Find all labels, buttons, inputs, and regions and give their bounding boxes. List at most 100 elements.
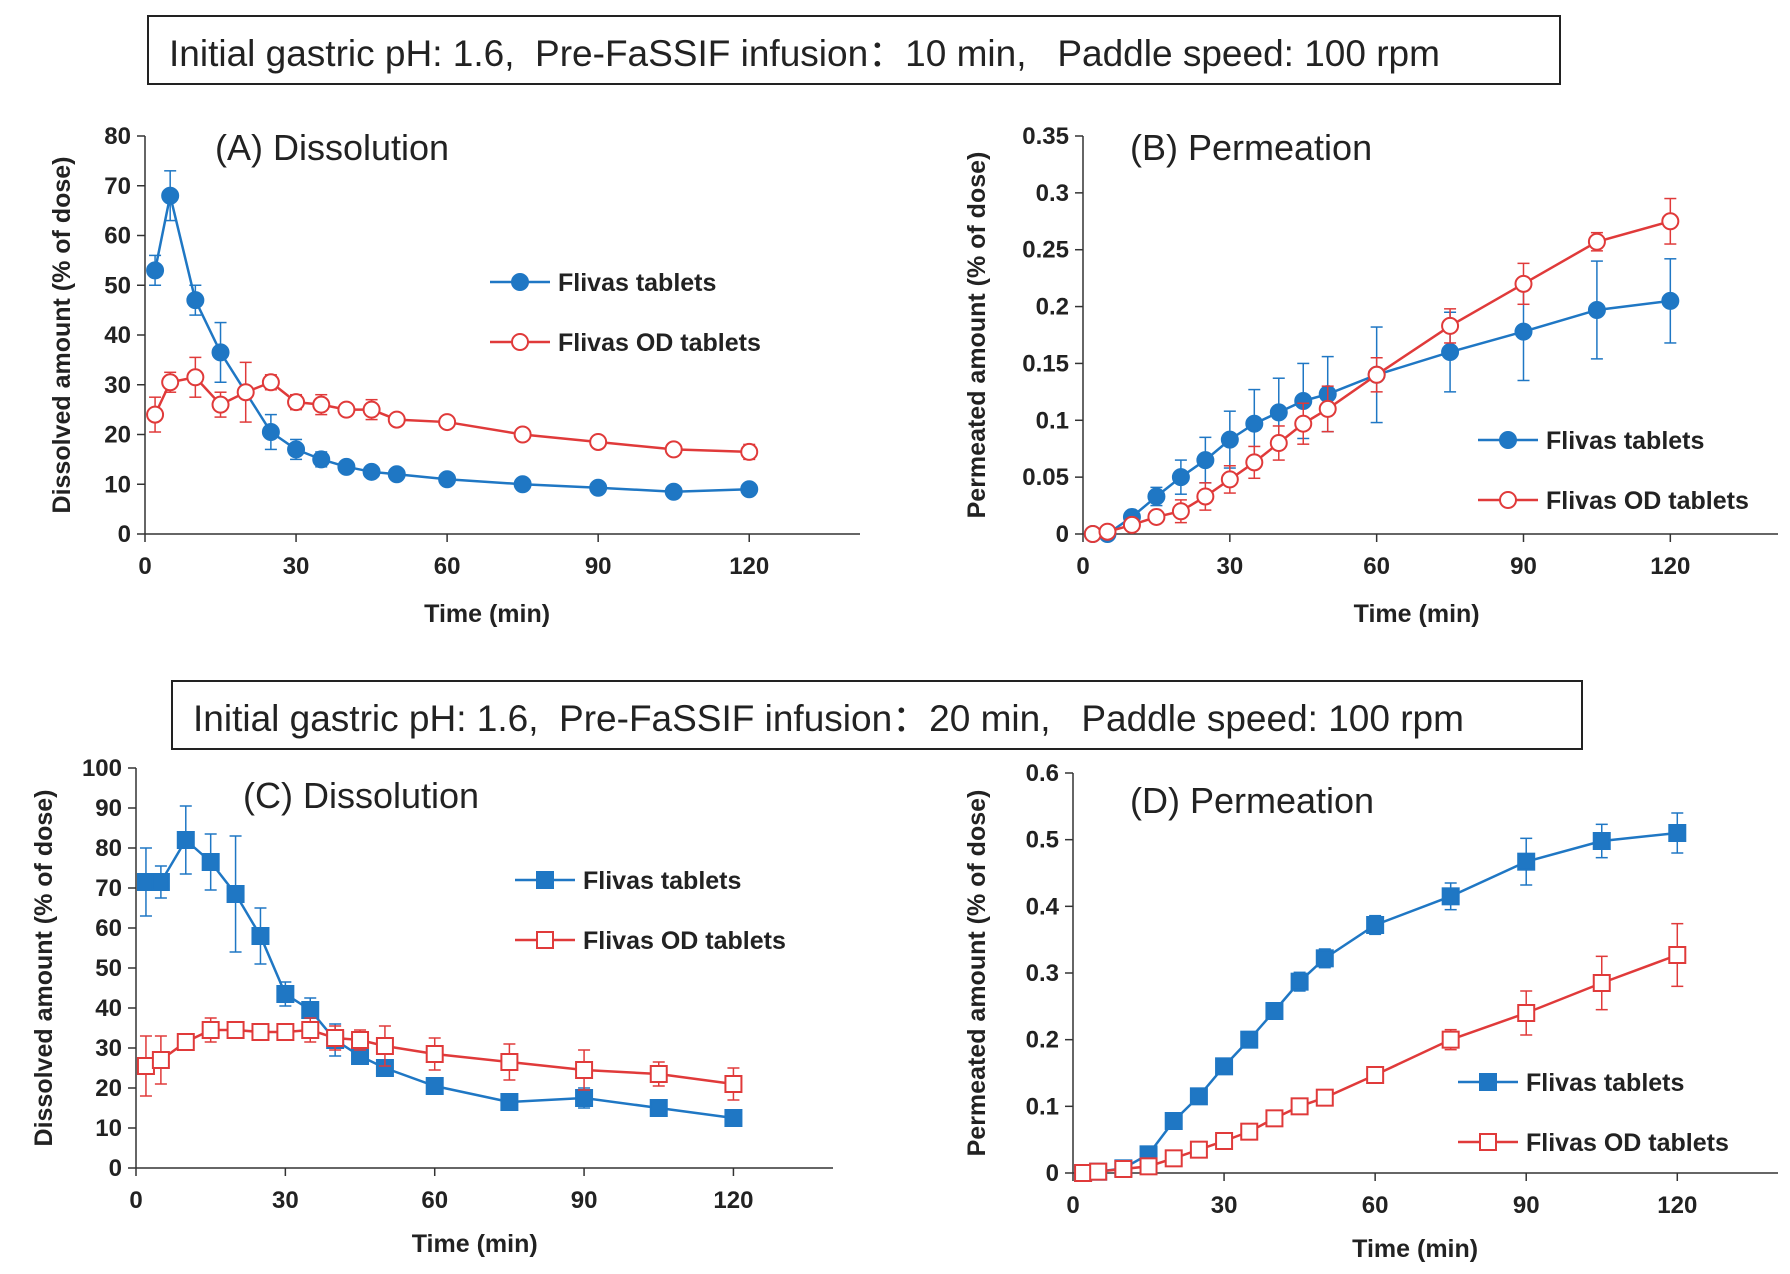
data-point [1147,507,1166,526]
y-tick-label: 0.6 [1026,760,1059,787]
data-point [1240,1030,1259,1049]
data-point [575,1089,594,1107]
data-point [740,442,759,461]
x-tick-label: 60 [1362,1192,1389,1219]
y-tick-label: 80 [104,123,131,150]
data-point [1164,1149,1183,1168]
legend-label: Flivas tablets [583,867,741,895]
panel-title: (A) Dissolution [215,127,449,168]
data-point [351,1031,370,1049]
x-tick-label: 0 [1066,1192,1079,1219]
legend-marker [1499,431,1517,449]
series-line [1092,299,1671,536]
data-point [136,873,155,891]
y-tick-label: 0.2 [1026,1027,1059,1054]
y-tick-label: 50 [95,955,122,982]
panel-title: (C) Dissolution [243,775,479,816]
data-point [1592,832,1611,850]
x-axis-label: Time (min) [1352,1235,1478,1263]
data-point [513,425,532,444]
y-tick-label: 100 [82,755,122,782]
series-flivas-tablets [1083,258,1680,543]
series-line [145,838,734,1120]
y-tick-label: 0.05 [1022,464,1069,491]
legend-marker [1479,1073,1497,1091]
data-point [186,368,205,387]
data-point [1294,414,1313,433]
data-point [211,395,230,414]
y-tick-label: 40 [104,322,131,349]
data-point [1089,1162,1108,1181]
data-point [1315,1088,1334,1107]
data-point [1441,1030,1460,1049]
x-tick-label: 60 [434,553,461,580]
y-tick-label: 0.35 [1022,123,1069,150]
data-point [664,482,683,501]
legend-marker [1499,491,1517,509]
data-point [1661,291,1680,310]
data-point [664,440,683,459]
data-point [287,440,306,459]
legend-label: Flivas tablets [1526,1069,1684,1097]
data-point [186,291,205,310]
x-axis-label: Time (min) [412,1230,538,1258]
condition-box-top: Initial gastric pH: 1.6, Pre-FaSSIF infu… [147,15,1561,85]
x-axis-label: Time (min) [1354,600,1480,628]
x-tick-label: 30 [1216,553,1243,580]
legend-label: Flivas OD tablets [583,927,786,955]
x-tick-label: 30 [272,1187,299,1214]
x-tick-label: 90 [571,1187,598,1214]
legend-entry: Flivas tablets [490,269,716,297]
data-point [1366,916,1385,934]
data-point [146,405,165,424]
data-point [1074,1164,1093,1182]
series-line [1082,831,1678,1175]
data-point [1196,487,1215,506]
data-point [1114,1160,1133,1178]
y-tick-label: 0.3 [1036,180,1069,207]
data-point [1592,974,1611,992]
legend-label: Flivas OD tablets [1526,1129,1729,1157]
legend-entry: Flivas tablets [1458,1069,1684,1097]
x-tick-label: 120 [729,553,769,580]
data-point [1668,946,1687,964]
data-point [1517,1004,1536,1022]
data-point [326,1029,345,1047]
y-tick-label: 70 [95,875,122,902]
series-line [1082,953,1678,1175]
data-point [375,1037,394,1055]
data-point [251,1023,270,1041]
data-point [1265,1109,1284,1128]
y-tick-label: 10 [95,1115,122,1142]
data-point [438,413,457,432]
data-point [1517,852,1536,871]
data-point [438,470,457,489]
series-flivas-tablets [1074,812,1687,1182]
data-point [387,465,406,484]
data-point [312,450,331,469]
data-point [1215,1132,1234,1150]
series-line [1092,220,1671,536]
chart-panel-d: 0 0.1 0.2 0.3 0.4 0.5 0.6 0 30 60 90 120 Time (min) P… [963,760,1778,1263]
legend-entry: Flivas OD tablets [515,927,786,955]
data-point [362,462,381,481]
panel-title: (B) Permeation [1130,127,1372,168]
data-point [1245,453,1264,472]
data-point [1441,343,1460,362]
x-tick-label: 60 [421,1187,448,1214]
x-tick-label: 0 [1076,553,1089,580]
data-point [1171,468,1190,487]
data-point [1366,1066,1385,1084]
y-tick-label: 60 [104,223,131,250]
data-point [500,1053,519,1071]
y-tick-label: 70 [104,173,131,200]
data-point [1245,414,1264,433]
legend-entry: Flivas OD tablets [490,329,761,357]
x-tick-label: 120 [1650,553,1690,580]
data-point [161,373,180,392]
x-tick-label: 30 [1211,1192,1238,1219]
data-point [1083,525,1102,543]
data-point [1269,434,1288,453]
data-point [1514,322,1533,341]
data-point [1220,470,1239,489]
